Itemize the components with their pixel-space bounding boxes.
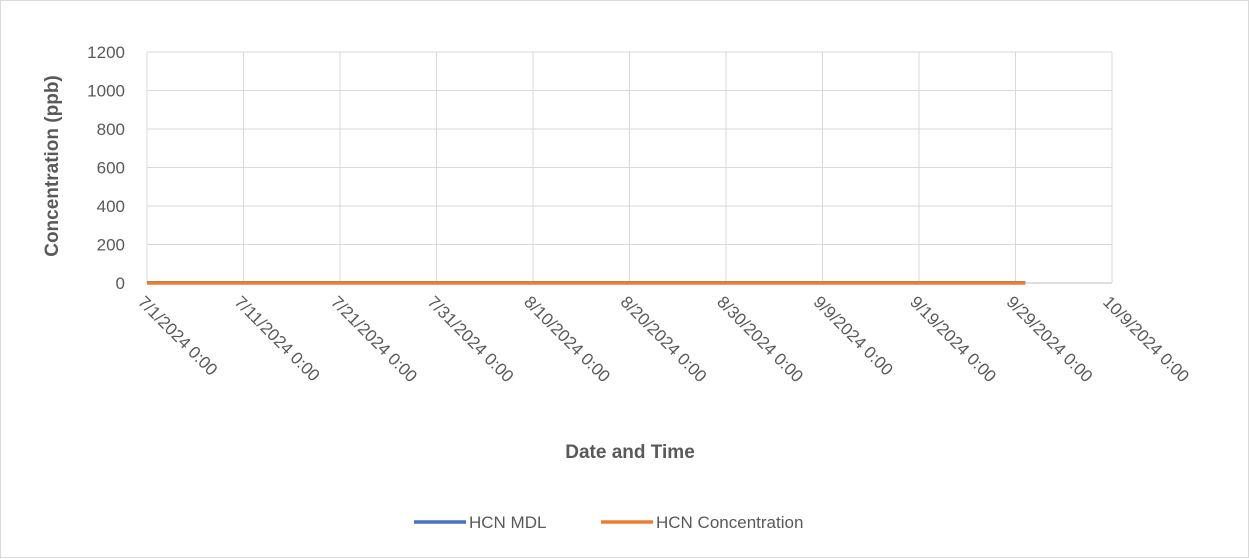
- x-tick-label: 9/29/2024 0:00: [1003, 292, 1097, 386]
- y-tick-label: 1200: [87, 43, 125, 62]
- x-tick-label: 8/20/2024 0:00: [617, 292, 711, 386]
- x-tick-label: 8/30/2024 0:00: [713, 292, 807, 386]
- legend-label: HCN Concentration: [656, 513, 803, 532]
- x-tick-label: 8/10/2024 0:00: [520, 292, 614, 386]
- x-tick-label: 7/1/2024 0:00: [134, 292, 221, 379]
- y-tick-label: 400: [97, 197, 125, 216]
- y-tick-label: 800: [97, 120, 125, 139]
- y-tick-label: 200: [97, 236, 125, 255]
- y-tick-label: 1000: [87, 82, 125, 101]
- y-tick-label: 600: [97, 159, 125, 178]
- gridlines: [147, 52, 1112, 283]
- x-tick-label: 7/31/2024 0:00: [424, 292, 518, 386]
- x-axis-title: Date and Time: [565, 442, 695, 463]
- x-tick-label: 7/21/2024 0:00: [327, 292, 421, 386]
- legend-label: HCN MDL: [469, 513, 546, 532]
- x-tick-label: 9/19/2024 0:00: [906, 292, 1000, 386]
- y-tick-labels: 0 200 400 600 800 1000 1200: [87, 43, 125, 293]
- y-tick-label: 0: [116, 274, 125, 293]
- x-tick-label: 7/11/2024 0:00: [231, 292, 324, 385]
- x-tick-label: 9/9/2024 0:00: [810, 292, 897, 379]
- y-axis-title: Concentration (ppb): [42, 75, 63, 257]
- x-tick-label: 10/9/2024 0:00: [1099, 292, 1193, 386]
- legend: HCN MDL HCN Concentration: [414, 513, 803, 532]
